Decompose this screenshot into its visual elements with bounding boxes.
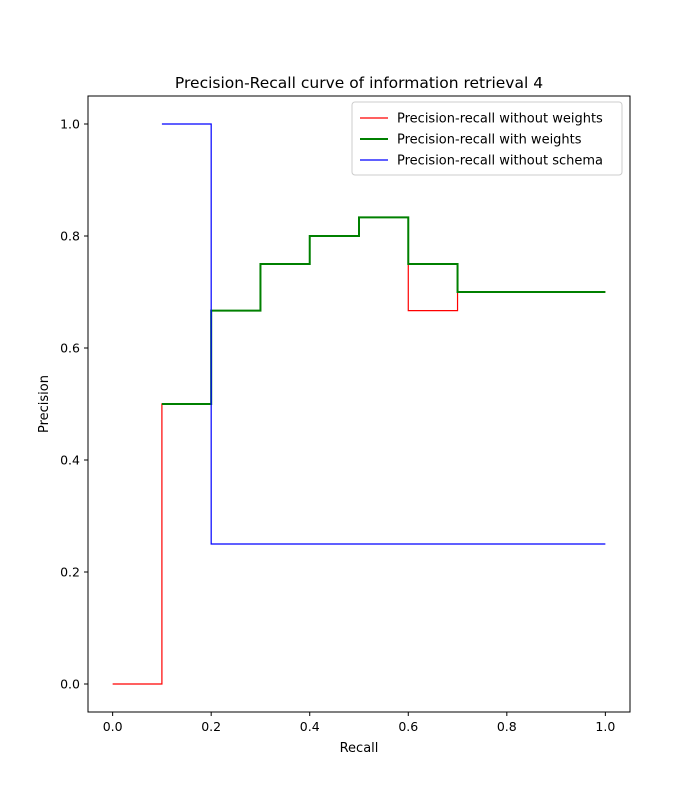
y-tick-label: 0.8: [60, 229, 80, 244]
y-axis-label: Precision: [37, 375, 52, 433]
x-axis-label: Recall: [340, 741, 379, 756]
y-tick-label: 0.6: [60, 341, 80, 356]
legend: Precision-recall without weights Precisio…: [351, 101, 623, 176]
legend-box: [351, 101, 623, 176]
series-line-2: [161, 216, 606, 405]
y-tick-label: 0.0: [60, 677, 80, 692]
y-tick-label: 0.4: [60, 453, 80, 468]
legend-entry: Precision-recall without schema: [397, 154, 603, 169]
x-tick-label: 0.0: [103, 719, 123, 734]
x-tick-label: 0.8: [497, 719, 517, 734]
y-tick-label: 1.0: [60, 117, 80, 132]
plot-frame: [87, 95, 631, 713]
axis-ticks: 0.0 0.2 0.4 0.6 0.8 1.0 0.0 0.2 0.4 0.6 0.8 1.0: [60, 117, 615, 735]
x-tick-label: 1.0: [595, 719, 615, 734]
chart-title: Precision-Recall curve of information re…: [175, 74, 543, 92]
x-tick-label: 0.6: [398, 719, 418, 734]
series-line-3: [161, 123, 606, 545]
series-line-1: [112, 216, 606, 685]
x-tick-label: 0.2: [201, 719, 221, 734]
legend-entry: Precision-recall with weights: [397, 133, 582, 148]
x-tick-label: 0.4: [300, 719, 320, 734]
legend-entry: Precision-recall without weights: [397, 112, 603, 127]
series-layer: [112, 123, 606, 685]
y-tick-label: 0.2: [60, 565, 80, 580]
